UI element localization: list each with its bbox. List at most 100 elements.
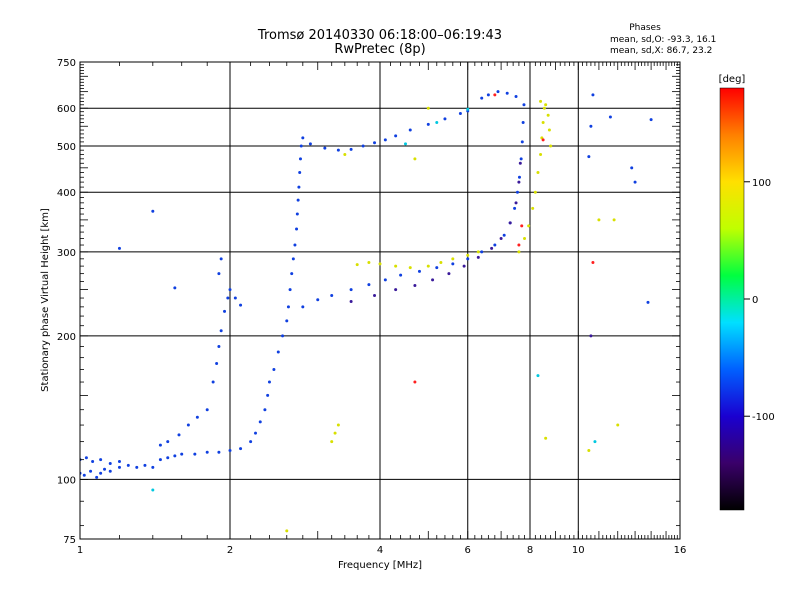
data-point [301, 136, 305, 140]
data-point [447, 272, 451, 276]
data-point [226, 296, 230, 300]
data-point [451, 262, 455, 266]
data-point [517, 175, 521, 179]
data-point [219, 329, 223, 333]
data-point [462, 264, 466, 268]
y-tick-label: 750 [57, 58, 76, 69]
data-point [413, 283, 417, 287]
data-point [546, 113, 550, 117]
y-tick-label: 200 [57, 332, 76, 343]
data-point [480, 250, 484, 254]
data-point [519, 157, 523, 161]
colorbar-tick-label: -100 [752, 412, 775, 423]
data-point [536, 374, 540, 378]
stats-heading: Phases [629, 23, 661, 33]
data-points [80, 90, 653, 533]
data-point [239, 447, 243, 451]
data-point [173, 454, 177, 458]
data-point [539, 99, 543, 103]
data-point [276, 350, 280, 354]
x-tick-label: 4 [377, 545, 383, 556]
data-point [217, 344, 221, 348]
data-point [330, 293, 334, 297]
y-axis-label: Stationary phase Virtual Height [km] [40, 208, 51, 392]
stats-o-line: mean, sd,O: -93.3, 16.1 [610, 35, 716, 45]
data-point [522, 103, 526, 107]
data-point [476, 255, 480, 259]
x-tick-label: 1 [77, 545, 83, 556]
data-point [399, 273, 403, 277]
data-point [158, 458, 162, 462]
data-point [316, 298, 320, 302]
stats-x-line: mean, sd,X: 86.7, 23.2 [610, 46, 712, 56]
data-point [373, 293, 377, 297]
data-point [394, 264, 398, 268]
data-point [233, 296, 237, 300]
data-point [517, 243, 521, 247]
data-point [549, 144, 553, 148]
data-point [589, 124, 593, 128]
data-point [173, 286, 177, 290]
data-point [249, 440, 253, 444]
data-point [515, 190, 519, 194]
data-point [205, 450, 209, 454]
data-point [349, 288, 353, 292]
data-point [108, 469, 112, 473]
data-point [135, 465, 139, 469]
data-point [394, 134, 398, 138]
data-point [527, 224, 531, 228]
data-point [458, 111, 462, 115]
data-point [593, 440, 597, 444]
data-point [517, 180, 521, 184]
data-point [403, 142, 407, 146]
colorbar-ticks: 100 0 -100 [744, 178, 775, 423]
data-point [99, 458, 103, 462]
data-point [288, 288, 292, 292]
data-point [151, 465, 155, 469]
x-tick-label: 6 [465, 545, 471, 556]
data-point [215, 361, 219, 365]
data-point [177, 433, 181, 437]
data-point [195, 415, 199, 419]
data-point [517, 250, 521, 254]
data-point [281, 334, 285, 338]
data-point [293, 243, 297, 247]
data-point [378, 262, 382, 266]
data-point [591, 93, 595, 97]
colorbar [719, 87, 745, 511]
data-point [117, 246, 121, 250]
data-point [228, 288, 232, 292]
data-point [263, 408, 267, 412]
data-point [542, 106, 546, 110]
data-point [333, 431, 337, 435]
chart-title: Tromsø 20140330 06:18:00–06:19:43 [257, 28, 502, 43]
grid-lines [80, 62, 680, 539]
data-point [514, 94, 518, 98]
data-point [597, 218, 601, 222]
data-point [166, 456, 170, 460]
data-point [417, 269, 421, 273]
colorbar-tick-label: 100 [752, 178, 771, 189]
data-point [499, 236, 503, 240]
colorbar-tick-label: 0 [752, 295, 758, 306]
data-point [91, 460, 95, 464]
data-point [117, 460, 121, 464]
data-point [151, 488, 155, 492]
data-point [413, 380, 417, 384]
data-point [466, 107, 470, 111]
data-point [531, 206, 535, 210]
data-point [435, 121, 439, 125]
x-tick-label: 2 [227, 545, 233, 556]
data-point [413, 157, 417, 161]
y-axis: 75 100 200 300 400 500 600 750 [57, 58, 680, 546]
data-point [223, 309, 227, 313]
data-point [502, 233, 506, 237]
data-point [266, 393, 270, 397]
data-point [533, 190, 537, 194]
data-point [480, 96, 484, 100]
y-tick-label: 75 [63, 535, 76, 546]
data-point [367, 283, 371, 287]
data-point [547, 128, 551, 132]
data-point [493, 93, 497, 97]
